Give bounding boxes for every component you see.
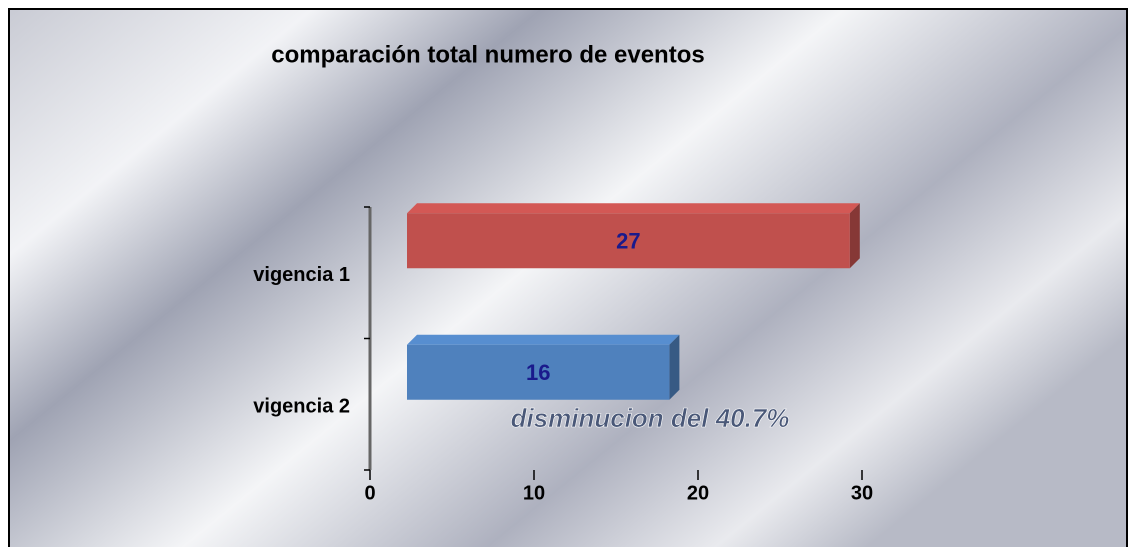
- annotation: disminucion del 40.7%: [511, 403, 790, 433]
- bar-side: [849, 203, 860, 269]
- x-tick-label: 30: [851, 482, 873, 504]
- bar: [407, 213, 850, 269]
- value-label: 27: [616, 229, 640, 254]
- value-label: 16: [526, 360, 550, 385]
- chart-title: comparación total numero de eventos: [271, 41, 704, 68]
- y-tick-label: vigencia 2: [253, 396, 350, 418]
- chart-frame: [8, 8, 1128, 552]
- bar-side: [669, 334, 680, 400]
- bar-top: [407, 203, 860, 214]
- x-tick-label: 10: [523, 482, 545, 504]
- bar-top: [407, 334, 680, 345]
- x-tick-label: 20: [687, 482, 709, 504]
- x-tick-label: 0: [364, 482, 375, 504]
- y-tick-label: vigencia 1: [253, 264, 350, 286]
- bar: [407, 344, 670, 400]
